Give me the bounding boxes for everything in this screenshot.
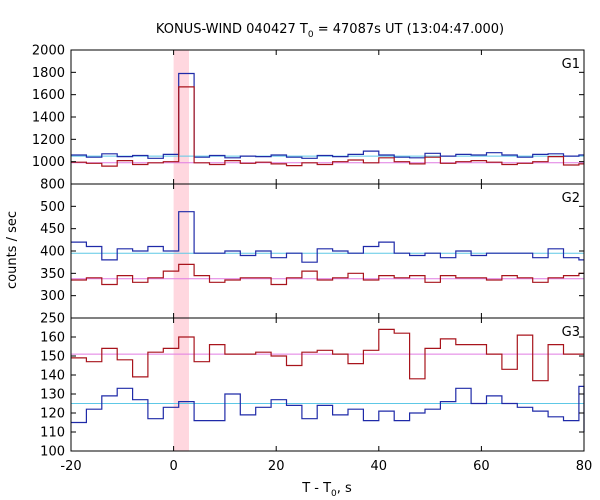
x-tick-label: 20 xyxy=(268,459,285,474)
x-axis-label-rest: , s xyxy=(337,481,352,496)
panel-G3-y-tick-label: 140 xyxy=(40,369,65,384)
panel-G1-y-tick-label: 1600 xyxy=(32,88,65,103)
x-tick-label: 40 xyxy=(371,459,388,474)
panel-G3-y-tick-label: 150 xyxy=(40,350,65,365)
panel-G1-y-tick-label: 1400 xyxy=(32,111,65,126)
y-axis-label: counts / sec xyxy=(5,211,20,289)
panel-G3-frame xyxy=(70,317,585,452)
panel-G1-y-tick-label: 2000 xyxy=(32,44,65,59)
x-tick-label: 0 xyxy=(169,459,177,474)
panel-G2-y-tick-label: 350 xyxy=(40,267,65,282)
panel-G3-label: G3 xyxy=(562,325,580,340)
panel-G3-y-tick-label: 130 xyxy=(40,388,65,403)
panel-G1-series-red xyxy=(71,86,584,167)
panel-G2-series-red xyxy=(71,263,584,286)
panel-G1-y-tick-label: 1000 xyxy=(32,155,65,170)
x-tick-label: -20 xyxy=(60,459,81,474)
panel-G2-label: G2 xyxy=(562,191,580,206)
panel-G1-series-blue xyxy=(71,72,584,159)
burst-interval-highlight xyxy=(173,50,189,451)
panel-G3-y-tick-label: 100 xyxy=(40,445,65,460)
panel-G3-series-red xyxy=(71,328,584,382)
title-subscript: 0 xyxy=(308,30,314,40)
panel-G2-y-tick-label: 450 xyxy=(40,222,65,237)
panel-G2-y-tick-label: 500 xyxy=(40,200,65,215)
panel-G2-y-tick-label: 250 xyxy=(40,312,65,327)
panel-G1-y-tick-label: 1200 xyxy=(32,133,65,148)
title-main: KONUS-WIND 040427 T xyxy=(156,22,308,37)
x-axis-label-main: T - T xyxy=(301,481,331,496)
panel-G2-y-tick-label: 300 xyxy=(40,289,65,304)
panel-G1-label: G1 xyxy=(562,57,580,72)
panel-G3-y-tick-label: 160 xyxy=(40,331,65,346)
panel-G3-y-tick-label: 120 xyxy=(40,407,65,422)
panel-G2-series-blue xyxy=(71,211,584,263)
panel-G1-y-tick-label: 800 xyxy=(40,178,65,193)
chart-title: KONUS-WIND 040427 T0 = 47087s UT (13:04:… xyxy=(156,22,504,40)
panel-G3-series-blue xyxy=(71,385,585,432)
x-tick-label: 80 xyxy=(576,459,593,474)
panel-G1-y-tick-label: 1800 xyxy=(32,66,65,81)
x-axis-label-subscript: 0 xyxy=(331,489,337,499)
panel-G2-y-tick-label: 400 xyxy=(40,245,65,260)
x-axis-label: T - T0, s xyxy=(301,481,352,499)
x-tick-label: 60 xyxy=(473,459,490,474)
panel-G3-y-tick-label: 110 xyxy=(40,426,65,441)
title-rest: = 47087s UT (13:04:47.000) xyxy=(314,22,504,37)
